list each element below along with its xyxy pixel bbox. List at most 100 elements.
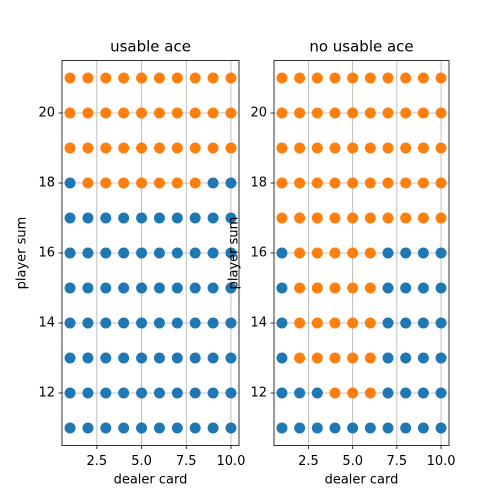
point [294, 422, 306, 434]
point [64, 212, 76, 224]
chart-title: no usable ace [309, 38, 413, 56]
point [382, 212, 394, 224]
point [435, 72, 447, 84]
point [207, 387, 219, 399]
point [276, 352, 288, 364]
point [294, 247, 306, 259]
point [276, 317, 288, 329]
point [364, 282, 376, 294]
point [207, 317, 219, 329]
point [276, 387, 288, 399]
point [189, 352, 201, 364]
point [82, 282, 94, 294]
point [382, 107, 394, 119]
point [189, 177, 201, 189]
point [171, 352, 183, 364]
point [82, 317, 94, 329]
point [171, 177, 183, 189]
point [400, 317, 412, 329]
point [417, 177, 429, 189]
point [136, 387, 148, 399]
point [82, 177, 94, 189]
point [153, 352, 165, 364]
point [82, 142, 94, 154]
point [347, 142, 359, 154]
point [225, 107, 237, 119]
point [189, 317, 201, 329]
point [136, 422, 148, 434]
point [294, 317, 306, 329]
point [100, 72, 112, 84]
point [118, 352, 130, 364]
point [189, 247, 201, 259]
point [382, 282, 394, 294]
point [100, 317, 112, 329]
point [294, 212, 306, 224]
axes-frame [273, 60, 450, 446]
point [311, 212, 323, 224]
point [364, 352, 376, 364]
point [311, 387, 323, 399]
point [347, 177, 359, 189]
y-tick-label: 16 [250, 246, 267, 261]
point [382, 247, 394, 259]
x-tick-label: 5.0 [342, 454, 363, 469]
point [347, 72, 359, 84]
point [435, 352, 447, 364]
point [82, 107, 94, 119]
point [276, 72, 288, 84]
point [225, 317, 237, 329]
y-axis-label: player sum [227, 217, 242, 290]
point [276, 247, 288, 259]
point [417, 387, 429, 399]
point [100, 282, 112, 294]
point [225, 352, 237, 364]
point [189, 387, 201, 399]
x-tick-label: 7.5 [176, 454, 197, 469]
y-tick-label: 20 [38, 106, 55, 121]
point [329, 107, 341, 119]
point [329, 72, 341, 84]
point [364, 177, 376, 189]
point [118, 247, 130, 259]
point [225, 387, 237, 399]
point [294, 282, 306, 294]
point [100, 247, 112, 259]
point [82, 352, 94, 364]
point [82, 72, 94, 84]
point [64, 422, 76, 434]
point [435, 142, 447, 154]
point [294, 177, 306, 189]
axes-frame [61, 60, 240, 446]
point [136, 282, 148, 294]
point [382, 352, 394, 364]
point [400, 107, 412, 119]
point [311, 282, 323, 294]
point [136, 247, 148, 259]
point [347, 107, 359, 119]
point [100, 422, 112, 434]
point [153, 177, 165, 189]
point [382, 72, 394, 84]
point [189, 107, 201, 119]
point [294, 107, 306, 119]
point [311, 72, 323, 84]
point [329, 387, 341, 399]
point [153, 282, 165, 294]
point [189, 72, 201, 84]
point [189, 142, 201, 154]
y-tick-label: 12 [38, 386, 55, 401]
point [82, 387, 94, 399]
x-tick-label: 5.0 [131, 454, 152, 469]
x-axis-label: dealer card [325, 473, 399, 488]
point [136, 107, 148, 119]
point [64, 142, 76, 154]
point [347, 247, 359, 259]
point [171, 72, 183, 84]
point [64, 282, 76, 294]
point [189, 282, 201, 294]
point [64, 387, 76, 399]
y-tick-label: 18 [250, 176, 267, 191]
point [189, 422, 201, 434]
